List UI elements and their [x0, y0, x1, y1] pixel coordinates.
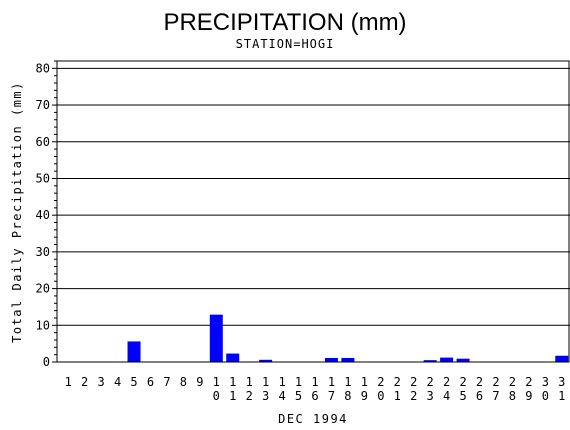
bar [423, 360, 437, 362]
y-tick-label: 40 [36, 208, 50, 222]
bar [324, 357, 338, 362]
y-tick-label: 60 [36, 135, 50, 149]
grid-lines [57, 67, 570, 326]
x-tick-label: 9 [196, 375, 203, 389]
bar [209, 314, 223, 362]
x-tick-label: 2 [81, 375, 88, 389]
x-tick-label: 4 [114, 375, 121, 389]
bar-series [127, 314, 569, 362]
y-tick-labels: 0 10 20 30 40 50 60 70 80 [36, 61, 50, 369]
bar [127, 341, 141, 362]
bar [440, 357, 454, 362]
x-tick-label: 7 [163, 375, 170, 389]
y-axis-label: Total Daily Precipitation (mm) [10, 81, 24, 343]
y-tick-label: 20 [36, 282, 50, 296]
x-tick-label: 1 [65, 375, 72, 389]
x-tick-labels: 1 2 3 4 5 6 7 8 9 1 01 11 21 31 41 51 61 71 81 92 02 12 22 32 42… [65, 375, 566, 403]
chart-title: PRECIPITATION (mm) [163, 9, 406, 36]
bar [259, 359, 273, 362]
y-tick-label: 10 [36, 318, 50, 332]
y-tick-label: 50 [36, 171, 50, 185]
y-tick-label: 80 [36, 61, 50, 75]
plot-frame [56, 60, 570, 363]
y-tick-label: 30 [36, 245, 50, 259]
x-tick-label: 5 [130, 375, 137, 389]
bar [226, 353, 240, 362]
y-tick-label: 70 [36, 98, 50, 112]
axes [52, 60, 570, 363]
bar [341, 357, 355, 362]
x-tick-label: 6 [147, 375, 154, 389]
x-axis-label: DEC 1994 [278, 412, 348, 426]
x-tick-label: 3 [98, 375, 105, 389]
chart-subtitle: STATION=HOGI [236, 37, 335, 51]
x-tick-label: 8 [180, 375, 187, 389]
bar [456, 358, 470, 362]
y-tick-label: 0 [43, 355, 50, 369]
bar [555, 355, 569, 362]
